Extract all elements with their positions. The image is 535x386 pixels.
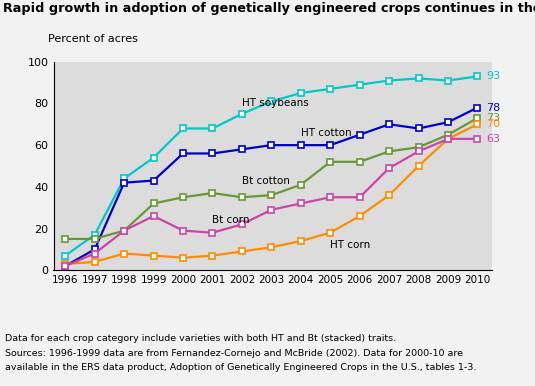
Text: 73: 73 <box>486 113 500 123</box>
Text: Percent of acres: Percent of acres <box>48 34 138 44</box>
Text: HT soybeans: HT soybeans <box>242 98 309 108</box>
Text: HT corn: HT corn <box>330 240 371 250</box>
Text: 93: 93 <box>486 71 500 81</box>
Text: 63: 63 <box>486 134 500 144</box>
Text: Bt cotton: Bt cotton <box>242 176 290 186</box>
Text: 70: 70 <box>486 119 500 129</box>
Text: Sources: 1996-1999 data are from Fernandez-Cornejo and McBride (2002). Data for : Sources: 1996-1999 data are from Fernand… <box>5 349 463 357</box>
Text: available in the ERS data product, Adoption of Genetically Engineered Crops in t: available in the ERS data product, Adopt… <box>5 363 477 372</box>
Text: 78: 78 <box>486 103 501 113</box>
Text: Bt corn: Bt corn <box>212 215 250 225</box>
Text: Data for each crop category include varieties with both HT and Bt (stacked) trai: Data for each crop category include vari… <box>5 334 396 343</box>
Text: HT cotton: HT cotton <box>301 128 351 138</box>
Text: Rapid growth in adoption of genetically engineered crops continues in the U.S.: Rapid growth in adoption of genetically … <box>3 2 535 15</box>
